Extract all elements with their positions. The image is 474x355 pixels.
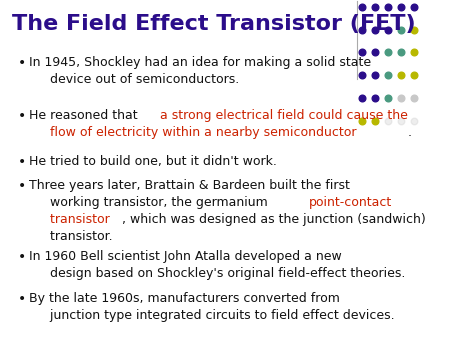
Text: flow of electricity within a nearby semiconductor: flow of electricity within a nearby semi…: [38, 126, 357, 139]
Text: •: •: [18, 250, 26, 264]
Text: device out of semiconductors.: device out of semiconductors.: [38, 73, 240, 86]
Text: •: •: [18, 109, 26, 123]
Text: He reasoned that: He reasoned that: [29, 109, 142, 122]
Text: Three years later, Brattain & Bardeen built the first: Three years later, Brattain & Bardeen bu…: [29, 179, 350, 192]
Text: •: •: [18, 56, 26, 70]
Text: .: .: [408, 126, 411, 139]
Text: In 1960 Bell scientist John Atalla developed a new: In 1960 Bell scientist John Atalla devel…: [29, 250, 342, 263]
Text: transistor: transistor: [38, 213, 110, 226]
Text: design based on Shockley's original field-effect theories.: design based on Shockley's original fiel…: [38, 267, 406, 280]
Text: , which was designed as the junction (sandwich): , which was designed as the junction (sa…: [122, 213, 425, 226]
Text: •: •: [18, 179, 26, 193]
Text: The Field Effect Transistor (FET): The Field Effect Transistor (FET): [12, 14, 416, 34]
Text: junction type integrated circuits to field effect devices.: junction type integrated circuits to fie…: [38, 309, 395, 322]
Text: By the late 1960s, manufacturers converted from: By the late 1960s, manufacturers convert…: [29, 292, 340, 305]
Text: •: •: [18, 292, 26, 306]
Text: In 1945, Shockley had an idea for making a solid state: In 1945, Shockley had an idea for making…: [29, 56, 371, 69]
Text: point-contact: point-contact: [310, 196, 392, 209]
Text: working transistor, the germanium: working transistor, the germanium: [38, 196, 272, 209]
Text: a strong electrical field could cause the: a strong electrical field could cause th…: [160, 109, 408, 122]
Text: He tried to build one, but it didn't work.: He tried to build one, but it didn't wor…: [29, 155, 277, 168]
Text: transistor.: transistor.: [38, 230, 113, 243]
Text: •: •: [18, 155, 26, 169]
